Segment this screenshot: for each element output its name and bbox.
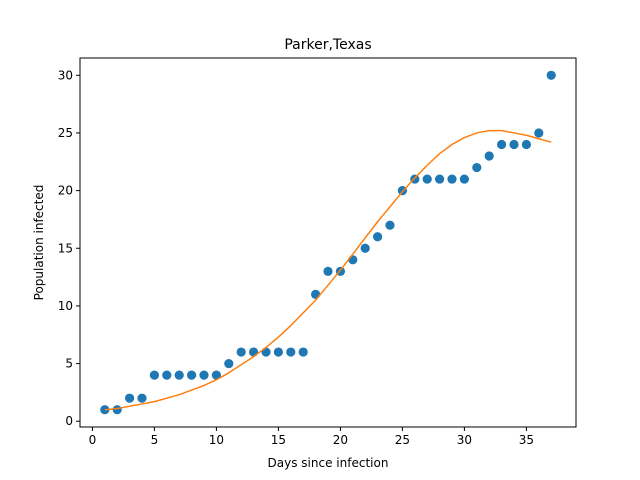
x-tick-label: 5 (151, 433, 159, 447)
scatter-point (472, 162, 482, 173)
scatter-point (348, 255, 358, 265)
scatter-point (273, 347, 283, 357)
x-axis-label: Days since infection (268, 456, 389, 470)
x-tick-label: 10 (209, 433, 224, 447)
scatter-point (236, 347, 246, 357)
y-tick-label: 15 (58, 241, 73, 255)
scatter-point (459, 174, 469, 184)
plot-marks (100, 70, 556, 415)
scatter-point (249, 347, 259, 357)
x-tick-label: 0 (89, 433, 97, 447)
scatter-point (323, 266, 333, 276)
scatter-point (187, 370, 197, 380)
scatter-point (435, 174, 445, 184)
x-tick-label: 35 (519, 433, 534, 447)
scatter-point (112, 405, 122, 415)
x-axis: 0 5 10 15 20 25 30 35 (89, 427, 534, 447)
scatter-point (162, 370, 172, 380)
y-tick-label: 10 (58, 299, 73, 313)
scatter-point (224, 358, 234, 369)
scatter-point (546, 70, 556, 80)
scatter-point (199, 370, 209, 380)
scatter-point (149, 370, 159, 380)
scatter-point (422, 174, 432, 184)
x-tick-label: 15 (271, 433, 286, 447)
y-tick-label: 20 (58, 184, 73, 198)
plot-frame (79, 57, 577, 428)
y-tick-label: 25 (58, 126, 73, 140)
y-axis: 0 5 10 15 20 25 30 (58, 68, 80, 428)
y-tick-label: 30 (58, 68, 73, 82)
y-tick-label: 0 (65, 414, 73, 428)
x-tick-label: 30 (457, 433, 472, 447)
scatter-point (125, 393, 135, 403)
x-tick-label: 25 (395, 433, 410, 447)
scatter-point (373, 232, 383, 242)
scatter-point (261, 347, 271, 357)
y-axis-label: Population infected (32, 185, 46, 301)
scatter-point (385, 220, 395, 230)
scatter-point (484, 151, 494, 161)
chart-title: Parker,Texas (284, 37, 371, 53)
scatter-point (137, 393, 147, 403)
scatter-point (360, 243, 370, 253)
scatter-point (447, 174, 457, 184)
x-tick-label: 20 (333, 433, 348, 447)
scatter-point (521, 139, 532, 150)
scatter-point (509, 139, 519, 150)
scatter-point (286, 347, 296, 357)
scatter-point (211, 370, 221, 380)
fit-line (104, 129, 552, 411)
scatter-point (534, 128, 544, 138)
scatter-point (311, 289, 321, 299)
y-tick-label: 5 (65, 357, 73, 371)
scatter-point (174, 370, 184, 380)
scatter-point (298, 347, 308, 357)
scatter-point (497, 139, 507, 150)
